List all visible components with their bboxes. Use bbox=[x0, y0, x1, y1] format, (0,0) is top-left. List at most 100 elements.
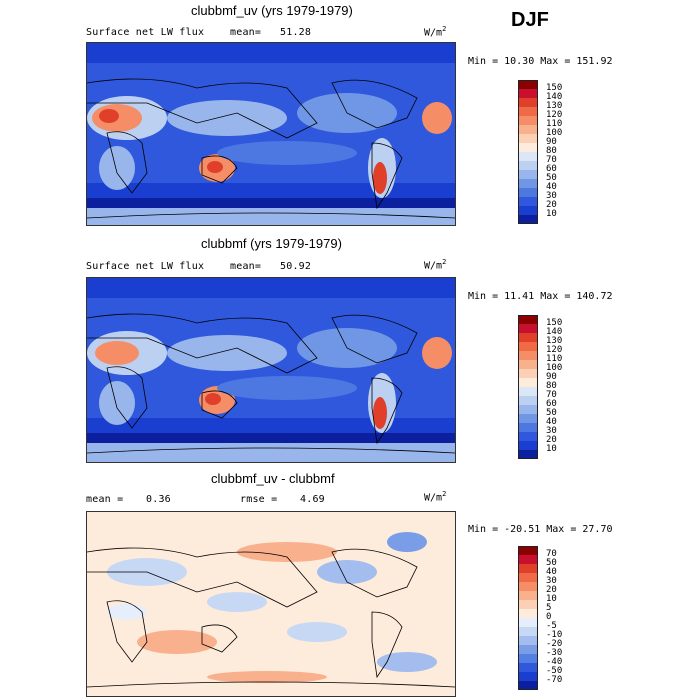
panel1-colorbar-tick-label: 20 bbox=[546, 200, 557, 210]
panel1-colorbar-tick-label: 80 bbox=[546, 146, 557, 156]
panel2-colorbar-labels: 150 140 130 120 110 100 90 80 70 60 50 40 30 20 10 bbox=[546, 315, 576, 461]
panel1-variable-label: Surface net LW flux bbox=[86, 27, 205, 38]
panel2-variable-label: Surface net LW flux bbox=[86, 261, 205, 272]
panel2-colorbar-tick-label: 20 bbox=[546, 435, 557, 445]
panel2-map bbox=[86, 277, 456, 463]
panel3-colorbar-swatch bbox=[518, 564, 538, 573]
panel3-mean-label: mean = bbox=[86, 494, 124, 505]
panel2-minmax: Min = 11.41 Max = 140.72 bbox=[468, 291, 613, 302]
panel2-colorbar-tick-label: 60 bbox=[546, 399, 557, 409]
panel1-colorbar-swatch bbox=[518, 134, 538, 143]
panel1-colorbar-tick-label: 90 bbox=[546, 137, 557, 147]
panel2-colorbar-swatch bbox=[518, 387, 538, 396]
panel3-colorbar-tick-label: 5 bbox=[546, 603, 552, 613]
panel3-mean-value: 0.36 bbox=[146, 494, 171, 505]
panel3-colorbar-swatch bbox=[518, 663, 538, 672]
panel2-colorbar-tick-label: 150 bbox=[546, 318, 563, 328]
panel1-colorbar-swatch bbox=[518, 206, 538, 215]
panel3-rmse-label: rmse = bbox=[240, 494, 278, 505]
panel3-colorbar-swatch bbox=[518, 672, 538, 681]
panel3-colorbar-swatch bbox=[518, 609, 538, 618]
panel1-colorbar-swatch bbox=[518, 143, 538, 152]
panel3-colorbar-tick-label: 40 bbox=[546, 567, 557, 577]
panel2-colorbar-swatch bbox=[518, 333, 538, 342]
panel3-minmax: Min = -20.51 Max = 27.70 bbox=[468, 524, 613, 535]
panel1-colorbar-labels: 150 140 130 120 110 100 90 80 70 60 50 40 30 20 10 bbox=[546, 80, 576, 226]
panel2-colorbar-swatch bbox=[518, 342, 538, 351]
panel2-colorbar-tick-label: 130 bbox=[546, 336, 563, 346]
panel1-colorbar-swatch bbox=[518, 152, 538, 161]
panel2-colorbar-swatch bbox=[518, 396, 538, 405]
panel3-colorbar-swatch bbox=[518, 681, 538, 690]
panel3-colorbar-tick-label: 10 bbox=[546, 594, 557, 604]
panel3-colorbar-tick-label: -5 bbox=[546, 621, 557, 631]
panel1-colorbar-swatch bbox=[518, 80, 538, 89]
panel3-colorbar-swatch bbox=[518, 600, 538, 609]
panel3-colorbar-tick-label: -10 bbox=[546, 630, 563, 640]
panel2-colorbar-swatch bbox=[518, 315, 538, 324]
panel2-mean-label: mean= bbox=[230, 261, 262, 272]
panel1-colorbar-swatch bbox=[518, 116, 538, 125]
panel1-mean-value: 51.28 bbox=[280, 27, 312, 38]
panel2-colorbar-swatch bbox=[518, 423, 538, 432]
panel3-colorbar-tick-label: 50 bbox=[546, 558, 557, 568]
panel2-colorbar-tick-label: 10 bbox=[546, 444, 557, 454]
panel2-colorbar-tick-label: 80 bbox=[546, 381, 557, 391]
panel3-colorbar-tick-label: 0 bbox=[546, 612, 552, 622]
panel2-colorbar-swatch bbox=[518, 414, 538, 423]
panel2-colorbar-tick-label: 100 bbox=[546, 363, 563, 373]
panel1-colorbar-tick-label: 30 bbox=[546, 191, 557, 201]
panel3-colorbar-tick-label: -30 bbox=[546, 648, 563, 658]
panel1-colorbar-tick-label: 40 bbox=[546, 182, 557, 192]
panel3-colorbar-tick-label: -40 bbox=[546, 657, 563, 667]
panel2-colorbar bbox=[518, 315, 538, 459]
panel2-mean-value: 50.92 bbox=[280, 261, 312, 272]
panel1-colorbar-tick-label: 120 bbox=[546, 110, 563, 120]
panel2-colorbar-swatch bbox=[518, 324, 538, 333]
panel3-colorbar-tick-label: -50 bbox=[546, 666, 563, 676]
panel3-colorbar-tick-label: -70 bbox=[546, 675, 563, 685]
panel1-colorbar-swatch bbox=[518, 197, 538, 206]
panel1-colorbar-swatch bbox=[518, 179, 538, 188]
panel3-colorbar bbox=[518, 546, 538, 690]
panel2-colorbar-tick-label: 70 bbox=[546, 390, 557, 400]
panel2-colorbar-tick-label: 40 bbox=[546, 417, 557, 427]
panel1-units: W/m2 bbox=[424, 25, 447, 39]
panel1-map bbox=[86, 42, 456, 226]
season-label: DJF bbox=[511, 9, 549, 31]
panel2-colorbar-tick-label: 90 bbox=[546, 372, 557, 382]
panel3-title: clubbmf_uv - clubbmf bbox=[211, 471, 335, 486]
panel1-colorbar-tick-label: 130 bbox=[546, 101, 563, 111]
panel1-title: clubbmf_uv (yrs 1979-1979) bbox=[191, 3, 353, 18]
panel3-colorbar-swatch bbox=[518, 636, 538, 645]
panel2-colorbar-swatch bbox=[518, 432, 538, 441]
panel2-colorbar-swatch bbox=[518, 369, 538, 378]
panel1-colorbar-tick-label: 70 bbox=[546, 155, 557, 165]
panel1-colorbar-swatch bbox=[518, 170, 538, 179]
panel3-colorbar-tick-label: 70 bbox=[546, 549, 557, 559]
panel2-colorbar-swatch bbox=[518, 441, 538, 450]
panel1-minmax: Min = 10.30 Max = 151.92 bbox=[468, 56, 613, 67]
panel2-colorbar-swatch bbox=[518, 405, 538, 414]
panel2-colorbar-swatch bbox=[518, 360, 538, 369]
panel1-colorbar-tick-label: 100 bbox=[546, 128, 563, 138]
panel2-colorbar-swatch bbox=[518, 378, 538, 387]
panel3-colorbar-swatch bbox=[518, 573, 538, 582]
panel2-colorbar-tick-label: 110 bbox=[546, 354, 563, 364]
panel3-colorbar-swatch bbox=[518, 645, 538, 654]
panel3-colorbar-swatch bbox=[518, 627, 538, 636]
panel2-units: W/m2 bbox=[424, 258, 447, 272]
panel2-colorbar-tick-label: 120 bbox=[546, 345, 563, 355]
panel3-colorbar-swatch bbox=[518, 582, 538, 591]
panel1-colorbar bbox=[518, 80, 538, 224]
panel1-colorbar-tick-label: 110 bbox=[546, 119, 563, 129]
panel2-colorbar-tick-label: 140 bbox=[546, 327, 563, 337]
panel1-colorbar-swatch bbox=[518, 98, 538, 107]
panel3-rmse-value: 4.69 bbox=[300, 494, 325, 505]
panel1-colorbar-swatch bbox=[518, 125, 538, 134]
panel2-colorbar-tick-label: 30 bbox=[546, 426, 557, 436]
panel3-colorbar-tick-label: 20 bbox=[546, 585, 557, 595]
panel2-colorbar-swatch bbox=[518, 351, 538, 360]
panel3-colorbar-tick-label: 30 bbox=[546, 576, 557, 586]
panel2-colorbar-tick-label: 50 bbox=[546, 408, 557, 418]
